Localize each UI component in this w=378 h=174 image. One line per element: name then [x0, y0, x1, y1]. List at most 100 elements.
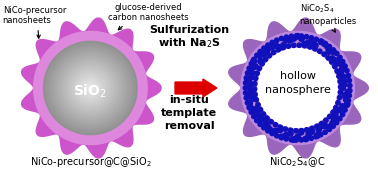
Polygon shape — [55, 53, 126, 123]
Polygon shape — [64, 62, 116, 114]
Circle shape — [322, 52, 326, 57]
Circle shape — [243, 81, 248, 85]
Polygon shape — [73, 71, 107, 105]
Polygon shape — [60, 58, 120, 118]
Circle shape — [314, 135, 318, 139]
Circle shape — [323, 130, 327, 134]
Circle shape — [276, 48, 280, 52]
Polygon shape — [70, 68, 111, 109]
Circle shape — [344, 97, 349, 102]
Circle shape — [253, 106, 258, 112]
Circle shape — [277, 127, 283, 133]
Circle shape — [338, 85, 343, 89]
FancyArrow shape — [175, 79, 217, 97]
Circle shape — [253, 82, 257, 86]
Polygon shape — [46, 44, 135, 132]
Polygon shape — [88, 85, 93, 91]
Circle shape — [309, 136, 313, 140]
Circle shape — [253, 92, 257, 97]
Circle shape — [263, 122, 269, 127]
Circle shape — [316, 127, 322, 132]
Circle shape — [254, 110, 259, 116]
Circle shape — [279, 134, 285, 140]
Text: SiO$_2$: SiO$_2$ — [73, 82, 107, 100]
Circle shape — [333, 64, 337, 69]
Circle shape — [304, 137, 308, 141]
Circle shape — [252, 57, 256, 62]
Circle shape — [326, 49, 332, 54]
Polygon shape — [82, 80, 99, 96]
Circle shape — [267, 53, 271, 58]
Circle shape — [322, 41, 327, 47]
Circle shape — [266, 45, 271, 51]
Polygon shape — [50, 48, 131, 128]
Circle shape — [331, 110, 335, 114]
Circle shape — [247, 101, 253, 106]
Circle shape — [294, 138, 299, 142]
Circle shape — [265, 116, 269, 120]
Circle shape — [335, 51, 339, 56]
Circle shape — [245, 101, 250, 105]
Polygon shape — [90, 87, 91, 89]
Circle shape — [314, 37, 318, 42]
Text: NiCo-precursor@C@SiO$_2$: NiCo-precursor@C@SiO$_2$ — [29, 155, 151, 169]
Circle shape — [255, 118, 259, 123]
Circle shape — [279, 135, 284, 140]
Circle shape — [339, 62, 345, 68]
Polygon shape — [68, 66, 113, 110]
Circle shape — [266, 125, 271, 131]
Circle shape — [294, 129, 298, 133]
Circle shape — [345, 89, 351, 95]
Circle shape — [299, 138, 304, 142]
Text: NiCo-precursor
nanosheets: NiCo-precursor nanosheets — [3, 6, 66, 38]
Circle shape — [338, 116, 342, 121]
Circle shape — [319, 121, 324, 126]
Polygon shape — [241, 31, 355, 145]
Polygon shape — [77, 75, 104, 101]
Polygon shape — [43, 41, 137, 135]
Circle shape — [302, 41, 307, 47]
Circle shape — [281, 42, 287, 48]
Polygon shape — [81, 79, 100, 97]
Circle shape — [266, 129, 270, 133]
Circle shape — [248, 105, 253, 110]
Polygon shape — [86, 83, 95, 93]
Circle shape — [273, 122, 278, 127]
Circle shape — [337, 74, 341, 78]
Circle shape — [244, 96, 248, 100]
Circle shape — [253, 64, 258, 69]
Circle shape — [338, 71, 344, 77]
Text: in-situ: in-situ — [169, 95, 209, 105]
Circle shape — [341, 78, 347, 84]
Circle shape — [278, 125, 282, 129]
Polygon shape — [78, 76, 102, 100]
Circle shape — [294, 34, 299, 38]
Circle shape — [324, 118, 328, 122]
Polygon shape — [69, 66, 112, 109]
Circle shape — [278, 44, 284, 50]
Circle shape — [340, 85, 345, 91]
Circle shape — [258, 49, 262, 54]
Polygon shape — [71, 68, 110, 108]
Circle shape — [243, 86, 248, 90]
Polygon shape — [59, 57, 121, 119]
Circle shape — [270, 131, 274, 136]
Circle shape — [309, 36, 314, 40]
Circle shape — [255, 71, 259, 75]
Circle shape — [306, 132, 311, 137]
Circle shape — [249, 110, 254, 114]
Polygon shape — [57, 55, 123, 121]
Circle shape — [338, 107, 344, 113]
Circle shape — [247, 66, 251, 70]
Text: template: template — [161, 108, 217, 118]
Circle shape — [341, 60, 345, 64]
Circle shape — [313, 47, 317, 51]
Circle shape — [333, 58, 338, 63]
Text: with Na$_2$S: with Na$_2$S — [158, 36, 220, 50]
Circle shape — [331, 124, 335, 128]
Circle shape — [319, 132, 323, 137]
Circle shape — [348, 88, 352, 93]
Polygon shape — [57, 54, 124, 122]
Circle shape — [331, 49, 336, 55]
Circle shape — [299, 36, 304, 41]
